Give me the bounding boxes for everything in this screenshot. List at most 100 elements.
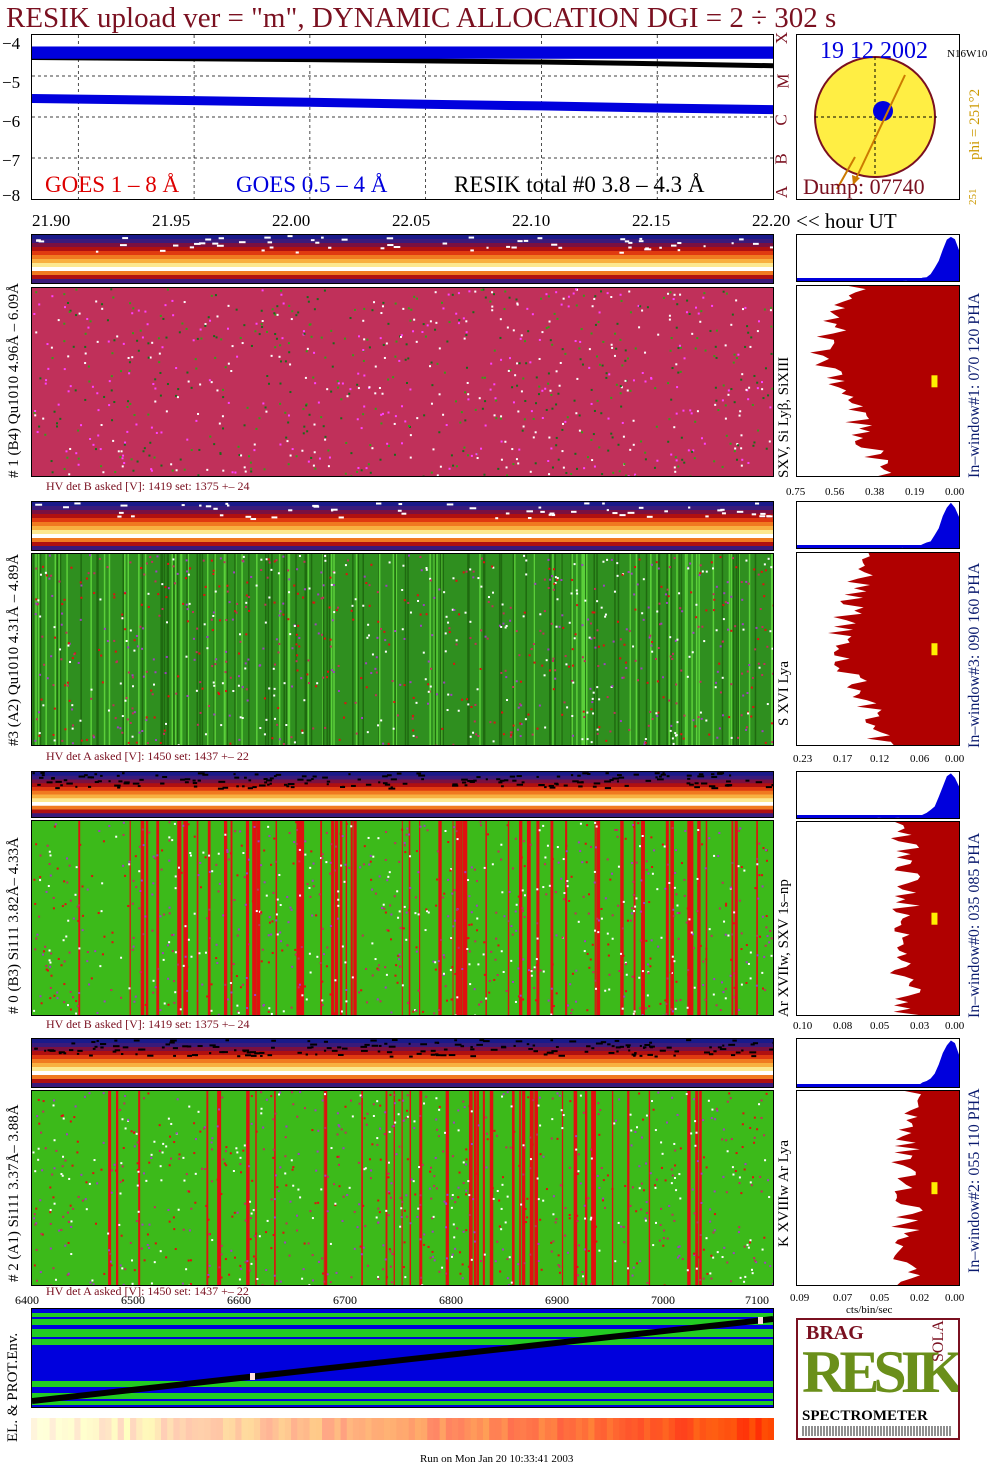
count-pixel bbox=[255, 427, 258, 430]
count-pixel bbox=[197, 1110, 200, 1113]
count-pixel bbox=[252, 1209, 255, 1212]
count-pixel bbox=[405, 1215, 408, 1218]
count-pixel bbox=[65, 1133, 68, 1136]
strip-noise bbox=[328, 246, 332, 249]
count-pixel bbox=[260, 309, 263, 312]
strip-noise bbox=[617, 774, 622, 777]
count-pixel bbox=[215, 336, 218, 339]
count-pixel bbox=[268, 561, 271, 564]
footer-run-info: Run on Mon Jan 20 10:33:41 2003 bbox=[420, 1453, 574, 1465]
count-pixel bbox=[61, 1165, 64, 1168]
spectral-line bbox=[196, 821, 199, 1015]
strip-noise bbox=[726, 780, 731, 783]
count-pixel bbox=[738, 1008, 741, 1011]
strip-noise bbox=[543, 1053, 548, 1056]
strip-noise bbox=[483, 1040, 490, 1043]
count-pixel bbox=[617, 1221, 620, 1224]
count-pixel bbox=[233, 1211, 236, 1214]
count-pixel bbox=[524, 340, 527, 343]
count-pixel bbox=[508, 1256, 511, 1259]
count-pixel bbox=[638, 1187, 641, 1190]
count-pixel bbox=[731, 933, 734, 936]
count-pixel bbox=[638, 845, 641, 848]
count-pixel bbox=[175, 394, 178, 397]
count-pixel bbox=[697, 884, 700, 887]
count-pixel bbox=[642, 578, 645, 581]
count-pixel bbox=[111, 419, 114, 422]
count-pixel bbox=[142, 675, 145, 678]
count-pixel bbox=[426, 702, 429, 705]
count-pixel bbox=[590, 388, 593, 391]
count-pixel bbox=[435, 1118, 438, 1121]
count-pixel bbox=[276, 723, 279, 726]
count-pixel bbox=[198, 952, 201, 955]
spectral-line bbox=[418, 821, 421, 1015]
spectral-line bbox=[698, 554, 700, 745]
count-pixel bbox=[606, 292, 609, 295]
count-pixel bbox=[537, 1198, 540, 1201]
count-pixel bbox=[722, 384, 725, 387]
count-pixel bbox=[556, 1092, 559, 1095]
count-pixel bbox=[446, 1193, 449, 1196]
count-pixel bbox=[245, 601, 248, 604]
strip-band bbox=[32, 526, 773, 531]
spectral-line bbox=[473, 1091, 477, 1285]
count-pixel bbox=[388, 1161, 391, 1164]
count-pixel bbox=[613, 354, 616, 357]
spectral-line bbox=[234, 554, 236, 745]
count-pixel bbox=[279, 402, 282, 405]
strip-noise bbox=[209, 1052, 212, 1055]
count-pixel bbox=[50, 460, 53, 463]
count-pixel bbox=[356, 470, 359, 473]
count-pixel bbox=[387, 445, 390, 448]
count-pixel bbox=[756, 330, 759, 333]
count-pixel bbox=[211, 870, 214, 873]
strip-noise bbox=[639, 1054, 643, 1057]
count-pixel bbox=[199, 1130, 202, 1133]
count-pixel bbox=[246, 581, 249, 584]
count-pixel bbox=[545, 893, 548, 896]
count-pixel bbox=[527, 850, 530, 853]
strip-noise bbox=[331, 1049, 338, 1052]
count-pixel bbox=[165, 336, 168, 339]
strip-noise bbox=[544, 786, 547, 789]
count-pixel bbox=[671, 827, 674, 830]
count-pixel bbox=[647, 872, 650, 875]
count-pixel bbox=[527, 1096, 530, 1099]
count-pixel bbox=[226, 851, 229, 854]
count-pixel bbox=[384, 858, 387, 861]
count-pixel bbox=[297, 1152, 300, 1155]
count-pixel bbox=[41, 635, 44, 638]
count-pixel bbox=[132, 936, 135, 939]
count-pixel bbox=[338, 1125, 341, 1128]
count-pixel bbox=[764, 569, 767, 572]
count-pixel bbox=[516, 362, 519, 365]
spectral-line bbox=[565, 821, 568, 1015]
count-pixel bbox=[100, 910, 103, 913]
count-pixel bbox=[308, 587, 311, 590]
count-pixel bbox=[626, 389, 629, 392]
count-pixel bbox=[585, 861, 588, 864]
count-pixel bbox=[736, 443, 739, 446]
env-strip-cell bbox=[179, 1418, 187, 1440]
spectral-line bbox=[561, 1091, 564, 1285]
count-pixel bbox=[739, 410, 742, 413]
strip-noise bbox=[569, 1040, 577, 1043]
count-pixel bbox=[38, 711, 41, 714]
spectral-line bbox=[482, 554, 485, 745]
strip-noise bbox=[96, 1039, 99, 1042]
count-pixel bbox=[641, 612, 644, 615]
count-pixel bbox=[220, 1276, 223, 1279]
time-tick-label: 22.10 bbox=[512, 211, 551, 230]
detector-3-hv-readout: HV det A asked [V]: 1450 set: 1437 +– 22 bbox=[46, 749, 249, 763]
count-pixel bbox=[517, 706, 520, 709]
strip-band bbox=[32, 522, 773, 527]
count-pixel bbox=[199, 383, 202, 386]
count-pixel bbox=[131, 902, 134, 905]
count-pixel bbox=[640, 1136, 643, 1139]
count-pixel bbox=[584, 1217, 587, 1220]
count-pixel bbox=[514, 374, 517, 377]
count-pixel bbox=[669, 636, 672, 639]
strip-noise bbox=[254, 1052, 260, 1055]
count-pixel bbox=[305, 404, 308, 407]
